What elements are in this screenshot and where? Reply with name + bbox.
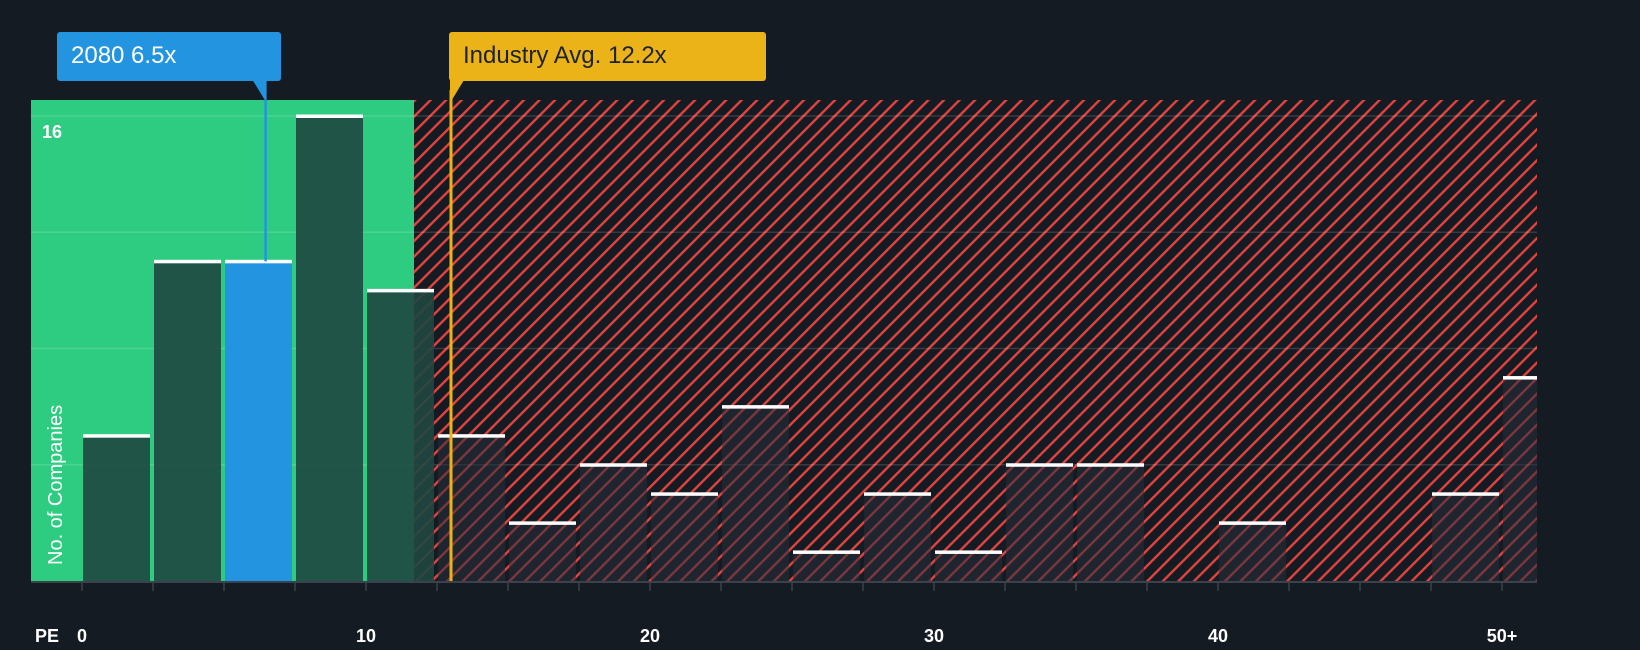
y-tick-label: 16 <box>42 122 62 142</box>
industry-avg-callout: Industry Avg. 12.2x <box>449 32 766 81</box>
bar-cap <box>1219 521 1286 525</box>
y-axis-label: No. of Companies <box>45 405 67 565</box>
histogram-bar <box>1503 377 1537 581</box>
histogram-bar <box>154 261 221 581</box>
bar-cap <box>722 405 789 409</box>
bar-cap <box>1432 492 1499 496</box>
histogram-bar <box>296 116 363 581</box>
histogram-bar <box>793 551 860 581</box>
histogram-bar <box>651 493 718 581</box>
bar-cap <box>1006 463 1073 467</box>
bar-cap <box>367 288 434 293</box>
bar-cap <box>1503 376 1537 380</box>
histogram-bar <box>722 406 789 581</box>
bar-cap <box>509 521 576 525</box>
histogram-bar <box>83 435 150 581</box>
company-pe-label: 2080 6.5x <box>71 42 177 69</box>
company-callout-pointer <box>252 80 267 103</box>
bar-cap <box>580 463 647 467</box>
company-pe-callout: 2080 6.5x <box>57 32 281 81</box>
histogram-bar <box>438 435 505 581</box>
bar-cap <box>296 114 363 118</box>
bar-cap <box>438 434 505 438</box>
x-tick-label: 10 <box>356 626 376 646</box>
bar-cap <box>864 492 931 496</box>
x-tick-label: 40 <box>1208 626 1228 646</box>
histogram-bar <box>509 522 576 581</box>
bar-cap <box>1077 463 1144 467</box>
bar-cap <box>651 492 718 496</box>
histogram-bar <box>580 464 647 581</box>
histogram-bar <box>1432 493 1499 581</box>
histogram-bar <box>1219 522 1286 581</box>
histogram-bar <box>1006 464 1073 581</box>
histogram-bar <box>935 551 1002 581</box>
histogram-bar <box>864 493 931 581</box>
x-tick-label: 20 <box>640 626 660 646</box>
x-axis-label: PE <box>35 626 59 646</box>
company-bin-bar <box>225 261 292 581</box>
bar-cap <box>83 434 150 438</box>
bar-cap <box>935 550 1002 554</box>
bar-cap <box>793 550 860 554</box>
x-tick-label: 30 <box>924 626 944 646</box>
industry-avg-label: Industry Avg. 12.2x <box>463 42 667 69</box>
x-tick-label: 50+ <box>1487 626 1518 646</box>
histogram-bar <box>367 290 434 581</box>
x-tick-label: 0 <box>77 626 87 646</box>
industry-callout-pointer <box>450 80 464 103</box>
bar-cap <box>154 259 221 264</box>
histogram-bar <box>1077 464 1144 581</box>
bar-cap <box>225 259 292 264</box>
